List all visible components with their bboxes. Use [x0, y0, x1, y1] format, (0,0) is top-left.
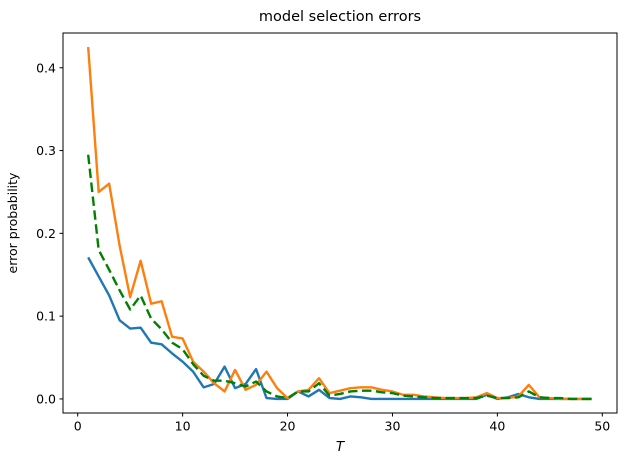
series-line-green-dashed [86, 154, 592, 401]
x-tick-label: 50 [594, 419, 610, 434]
y-axis-label: error probability [5, 172, 20, 274]
y-tick-label: 0.0 [36, 391, 56, 406]
x-axis-ticks: 0 10 20 30 40 50 [74, 413, 610, 434]
y-tick-label: 0.1 [36, 309, 56, 324]
y-tick-label: 0.4 [36, 60, 56, 75]
x-tick-label: 20 [280, 419, 296, 434]
x-tick-label: 0 [74, 419, 82, 434]
y-axis-ticks: 0.0 0.1 0.2 0.3 0.4 [36, 60, 63, 406]
chart-title: model selection errors [259, 9, 421, 25]
x-axis-label: T [336, 439, 346, 455]
plot-area [62, 32, 618, 414]
x-tick-label: 10 [175, 419, 191, 434]
y-tick-label: 0.3 [36, 143, 56, 158]
series-group [86, 46, 592, 401]
x-tick-label: 40 [489, 419, 505, 434]
x-tick-label: 30 [385, 419, 401, 434]
y-tick-label: 0.2 [36, 226, 56, 241]
